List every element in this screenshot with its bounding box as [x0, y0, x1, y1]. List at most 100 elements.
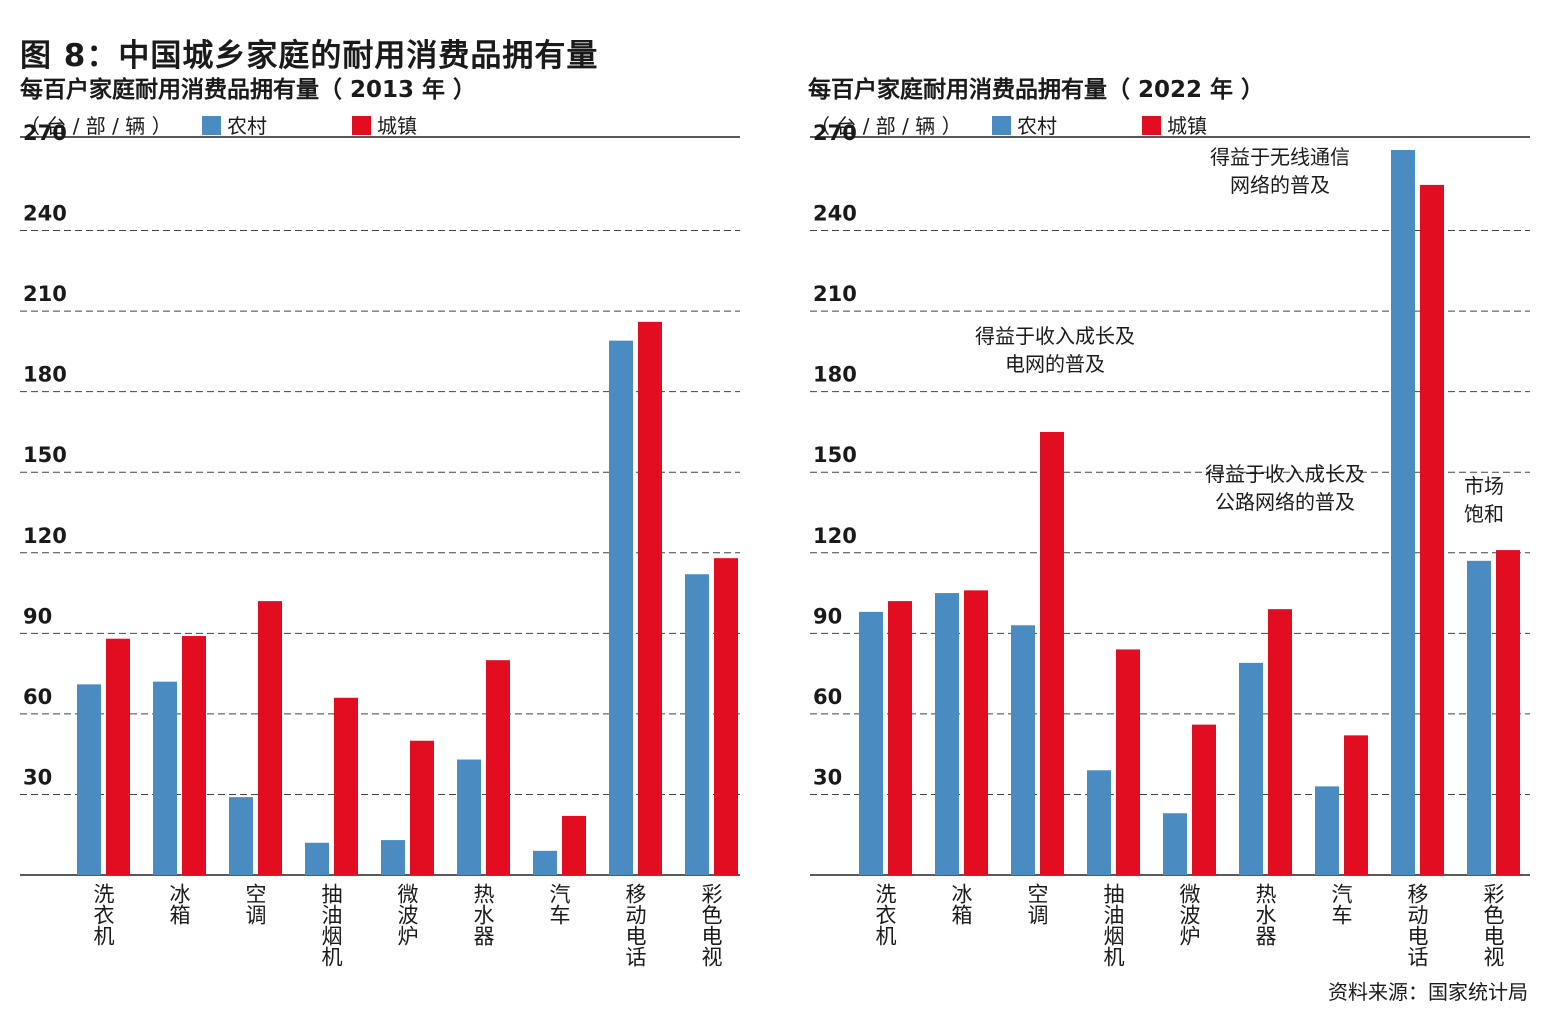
- legend-urban: 城镇: [352, 110, 417, 139]
- chart-2022-bar-rural: [1391, 150, 1415, 875]
- chart-2022-ytick-label: 150: [813, 443, 857, 467]
- chart-2013-bar-urban: [106, 638, 130, 875]
- chart-2013-category-label: 空调: [243, 883, 267, 925]
- chart-2013-category-label: 洗衣机: [91, 883, 115, 946]
- chart-2022-category-label: 移动电话: [1405, 883, 1429, 967]
- chart-2013-bar-rural: [153, 681, 177, 875]
- chart-2022-bar-rural: [935, 593, 959, 875]
- chart-2022-category-label: 抽油烟机: [1101, 883, 1125, 967]
- chart-2013-ytick-label: 150: [23, 443, 67, 467]
- chart-2013-bar-urban: [714, 558, 738, 875]
- chart-2022-title: 每百户家庭耐用消费品拥有量（ 2022 年 ）: [808, 77, 1265, 103]
- chart-2022-category-label: 洗衣机: [873, 883, 897, 946]
- chart-2013-ytick-label: 90: [23, 604, 52, 628]
- chart-2022-bar-urban: [1496, 550, 1520, 875]
- source-note: 资料来源：国家统计局: [1328, 980, 1528, 1004]
- chart-2013-bar-rural: [305, 842, 329, 875]
- chart-2022-category-label: 热水器: [1253, 883, 1277, 946]
- chart-2022-bar-urban: [1040, 431, 1064, 875]
- unit-label: （ 台 / 部 / 辆 ）: [810, 114, 962, 138]
- chart-2022-bar-urban: [1192, 724, 1216, 875]
- chart-2022-category-label: 冰箱: [949, 883, 973, 925]
- chart-2022-annotation: 市场: [1464, 474, 1504, 498]
- chart-2022-bar-urban: [964, 590, 988, 875]
- chart-2022-category-label: 空调: [1025, 883, 1049, 925]
- chart-2022-bar-rural: [1163, 813, 1187, 875]
- chart-2013-category-label: 热水器: [471, 883, 495, 946]
- legend-rural-label: 农村: [1017, 114, 1057, 138]
- chart-2013-bar-rural: [457, 759, 481, 875]
- chart-2022-ytick-label: 120: [813, 524, 857, 548]
- chart-2013-bar-rural: [533, 850, 557, 875]
- chart-2013-category-label: 冰箱: [167, 883, 191, 925]
- legend-rural-swatch: [202, 116, 221, 135]
- chart-2022-ytick-label: 30: [813, 765, 842, 789]
- chart-2013-bar-urban: [638, 321, 662, 876]
- legend-2022: （ 台 / 部 / 辆 ） 农村 城镇: [810, 110, 1510, 138]
- chart-2022-ytick-label: 90: [813, 604, 842, 628]
- chart-2013-bar-urban: [410, 740, 434, 875]
- chart-2013-ytick-label: 120: [23, 524, 67, 548]
- chart-2022-annotation: 饱和: [1464, 502, 1504, 526]
- chart-2013-bar-urban: [182, 636, 206, 875]
- legend-urban-label: 城镇: [377, 114, 417, 138]
- legend-rural: 农村: [202, 110, 267, 139]
- legend-rural: 农村: [992, 110, 1057, 139]
- figure-title: 图 8：中国城乡家庭的耐用消费品拥有量: [20, 38, 599, 74]
- chart-2013-ytick-label: 180: [23, 363, 67, 387]
- legend-rural-label: 农村: [227, 114, 267, 138]
- chart-2022-ytick-label: 270: [813, 121, 857, 145]
- chart-2013-bar-rural: [685, 574, 709, 875]
- chart-2013-category-label: 抽油烟机: [319, 883, 343, 967]
- chart-2013-category-label: 微波炉: [395, 883, 419, 946]
- chart-2022-bar-rural: [859, 611, 883, 875]
- chart-2022-ytick-label: 240: [813, 202, 857, 226]
- chart-2022-bar-urban: [1116, 649, 1140, 875]
- chart-2013-bar-urban: [562, 815, 586, 875]
- chart-2022-ytick-label: 60: [813, 685, 842, 709]
- chart-2013-ytick-label: 210: [23, 282, 67, 306]
- chart-2022-bar-rural: [1315, 786, 1339, 875]
- chart-2013-bar-rural: [77, 684, 101, 875]
- chart-2022-bar-urban: [1420, 184, 1444, 875]
- chart-2013-bar-rural: [609, 340, 633, 875]
- chart-2013-ytick-label: 240: [23, 202, 67, 226]
- chart-2013-bar-urban: [258, 601, 282, 875]
- chart-2013-ytick-label: 270: [23, 121, 67, 145]
- chart-2022-category-label: 彩色电视: [1481, 883, 1505, 967]
- chart-2013-category-label: 移动电话: [623, 883, 647, 967]
- chart-2022-annotation: 得益于收入成长及: [975, 324, 1135, 348]
- chart-2022-ytick-label: 210: [813, 282, 857, 306]
- chart-2022-bar-rural: [1239, 662, 1263, 875]
- legend-urban-swatch: [1142, 116, 1161, 135]
- legend-2013: （ 台 / 部 / 辆 ） 农村 城镇: [20, 110, 720, 138]
- chart-2013-bar-urban: [486, 660, 510, 875]
- legend-urban-swatch: [352, 116, 371, 135]
- legend-urban: 城镇: [1142, 110, 1207, 139]
- unit-label: （ 台 / 部 / 辆 ）: [20, 114, 172, 138]
- chart-2013-ytick-label: 30: [23, 765, 52, 789]
- chart-2013-title: 每百户家庭耐用消费品拥有量（ 2013 年 ）: [20, 77, 477, 103]
- legend-rural-swatch: [992, 116, 1011, 135]
- chart-2022-bar-rural: [1467, 560, 1491, 875]
- chart-2022-category-label: 汽车: [1329, 883, 1353, 925]
- chart-2013-ytick-label: 60: [23, 685, 52, 709]
- chart-2022-annotation: 得益于收入成长及: [1205, 462, 1365, 486]
- chart-2022-annotation: 网络的普及: [1230, 173, 1330, 197]
- chart-2013-bar-rural: [381, 840, 405, 875]
- chart-2013-category-label: 彩色电视: [699, 883, 723, 967]
- chart-2022-ytick-label: 180: [813, 363, 857, 387]
- chart-2022-bar-urban: [1268, 609, 1292, 875]
- chart-2022-bar-rural: [1087, 770, 1111, 875]
- chart-2022-bar-rural: [1011, 625, 1035, 875]
- chart-2022-bar-urban: [1344, 735, 1368, 875]
- chart-2022-annotation: 得益于无线通信: [1210, 145, 1350, 169]
- legend-urban-label: 城镇: [1167, 114, 1207, 138]
- chart-2022-annotation: 公路网络的普及: [1215, 490, 1355, 514]
- chart-2013-bar-urban: [334, 697, 358, 875]
- chart-2013-bar-rural: [229, 797, 253, 875]
- chart-2013-category-label: 汽车: [547, 883, 571, 925]
- chart-2022-annotation: 电网的普及: [1005, 352, 1105, 376]
- chart-2022-category-label: 微波炉: [1177, 883, 1201, 946]
